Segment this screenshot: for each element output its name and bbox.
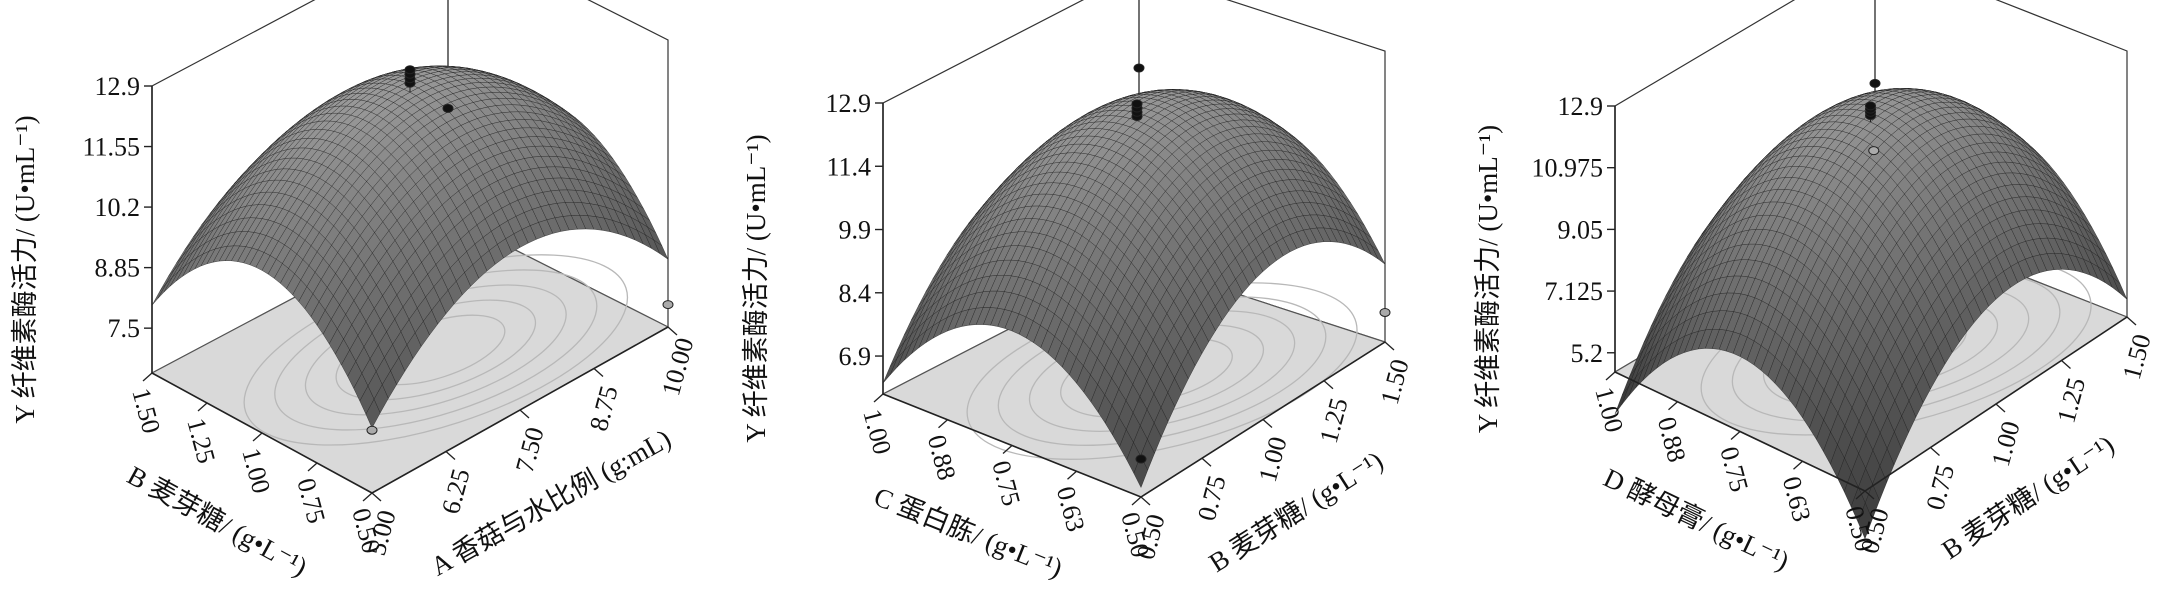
z-tick-label: 11.55	[82, 133, 140, 162]
x-tick-label: 6.25	[436, 466, 476, 517]
x-tick-label: 1.25	[2051, 375, 2091, 426]
z-axis-label: Y 纤维素酶活力/ (U•mL⁻¹)	[741, 134, 771, 442]
y-tick	[1669, 402, 1678, 410]
z-tick-label: 6.9	[839, 342, 872, 371]
z-axis-label: Y 纤维素酶活力/ (U•mL⁻¹)	[1473, 125, 1503, 433]
z-tick-label: 9.05	[1558, 215, 1604, 244]
x-axis-label: B 麦芽糖/ (g•L⁻¹)	[1204, 445, 1389, 577]
x-tick-label: 7.50	[510, 424, 550, 475]
y-tick	[1606, 372, 1615, 380]
x-tick-label: 10.00	[656, 335, 699, 399]
x-tick-label: 1.00	[1986, 418, 2026, 469]
y-axis-label: D 酵母膏/ (g•L⁻¹)	[1599, 463, 1794, 577]
y-tick	[253, 433, 262, 441]
x-tick	[1324, 381, 1333, 389]
design-point	[1870, 79, 1880, 87]
z-tick-label: 12.9	[95, 72, 141, 101]
x-tick-label: 1.25	[1314, 395, 1354, 446]
y-tick	[363, 493, 372, 501]
x-tick-label: 1.50	[1375, 356, 1415, 407]
x-tick	[1202, 458, 1211, 466]
y-tick	[1132, 497, 1141, 505]
x-tick	[1385, 342, 1394, 350]
z-tick-label: 11.4	[826, 152, 871, 181]
y-axis-label: B 麦芽糖/ (g•L⁻¹)	[122, 460, 312, 582]
z-tick-label: 5.2	[1571, 339, 1604, 368]
surface-cell	[152, 284, 166, 306]
y-tick-label: 1.00	[857, 406, 897, 457]
y-tick-label: 1.25	[181, 415, 221, 466]
design-point	[1136, 455, 1146, 463]
x-tick-label: 8.75	[584, 383, 624, 434]
x-tick	[668, 327, 677, 335]
design-point	[405, 66, 415, 74]
design-point	[367, 426, 377, 434]
y-tick	[143, 373, 152, 381]
design-point	[1132, 100, 1142, 108]
y-tick	[198, 403, 207, 411]
y-tick	[1731, 432, 1740, 440]
design-point	[1866, 102, 1876, 110]
x-tick	[520, 410, 529, 418]
y-tick-label: 0.75	[1714, 444, 1754, 495]
z-tick-label: 9.9	[839, 216, 872, 245]
x-tick	[2062, 361, 2071, 369]
y-tick-label: 0.75	[986, 458, 1026, 509]
x-axis-label: B 麦芽糖/ (g•L⁻¹)	[1936, 429, 2119, 565]
z-tick-label: 7.125	[1545, 277, 1604, 306]
y-tick-label: 0.75	[291, 475, 331, 526]
surface-cell	[158, 277, 172, 298]
y-tick-label: 1.00	[1589, 384, 1629, 435]
z-tick-label: 8.85	[95, 254, 141, 283]
x-tick	[1141, 497, 1150, 505]
y-tick-label: 0.88	[922, 432, 962, 483]
chart-panel-3: Y 纤维素酶活力/ (U•mL⁻¹)	[1473, 0, 2136, 539]
x-tick	[372, 493, 381, 501]
y-tick	[1794, 461, 1803, 469]
z-tick-label: 10.2	[95, 193, 141, 222]
x-tick-label: 0.75	[1192, 472, 1232, 523]
y-tick-label: 0.88	[1652, 414, 1692, 465]
chart-panel-2: Y 纤维素酶活力/ (U•mL⁻¹)	[741, 0, 1394, 505]
x-tick	[1996, 404, 2005, 412]
z-tick-label: 12.9	[826, 89, 872, 118]
x-tick	[446, 452, 455, 460]
x-tick	[1931, 448, 1940, 456]
design-point	[1869, 147, 1879, 155]
design-point	[443, 104, 453, 112]
z-tick-label: 7.5	[108, 314, 141, 343]
y-tick	[874, 394, 883, 402]
surface-cell	[883, 358, 897, 383]
y-tick	[939, 420, 948, 428]
y-axis-label: C 蛋白胨/ (g•L⁻¹)	[870, 481, 1067, 583]
z-axis-label: Y 纤维素酶活力/ (U•mL⁻¹)	[10, 115, 40, 423]
z-tick-label: 10.975	[1532, 154, 1604, 183]
y-tick-label: 1.50	[126, 385, 166, 436]
y-tick-label: 0.63	[1777, 473, 1817, 524]
z-tick-label: 8.4	[839, 279, 872, 308]
z-tick-label: 12.9	[1558, 92, 1604, 121]
design-point	[1134, 64, 1144, 72]
x-tick-label: 1.50	[2117, 331, 2157, 382]
design-point	[663, 301, 673, 309]
x-tick-label: 0.75	[1920, 462, 1960, 513]
x-tick	[594, 369, 603, 377]
y-tick	[1068, 471, 1077, 479]
design-point	[1380, 308, 1390, 316]
x-tick	[1263, 420, 1272, 428]
x-tick-label: 1.00	[1253, 434, 1293, 485]
y-tick	[308, 463, 317, 471]
y-tick-label: 1.00	[236, 445, 276, 496]
x-tick	[2127, 317, 2136, 325]
y-tick-label: 0.63	[1051, 483, 1091, 534]
